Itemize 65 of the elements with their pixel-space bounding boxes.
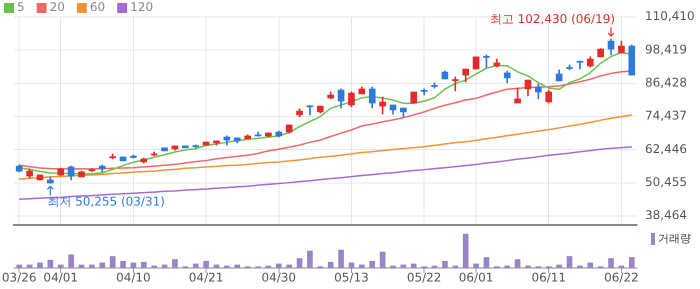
bar bbox=[203, 260, 209, 268]
bar bbox=[99, 262, 106, 268]
bar bbox=[37, 262, 43, 268]
bar bbox=[234, 264, 240, 268]
bar bbox=[214, 264, 220, 268]
bar bbox=[400, 264, 406, 268]
legend-label: 120 bbox=[130, 0, 154, 14]
bar bbox=[473, 264, 479, 268]
bar bbox=[140, 262, 147, 268]
bar bbox=[587, 262, 594, 268]
bar bbox=[556, 264, 562, 268]
bar bbox=[359, 264, 365, 268]
bar bbox=[276, 264, 282, 268]
annotation: 최저 50,255 (03/31) bbox=[47, 194, 165, 208]
bar bbox=[192, 264, 199, 268]
bar bbox=[58, 264, 64, 268]
bar bbox=[410, 264, 417, 268]
legend-label: 20 bbox=[50, 0, 65, 14]
legend-label: 거래량 bbox=[658, 232, 691, 245]
bar bbox=[286, 264, 292, 268]
bar bbox=[348, 262, 354, 268]
x-tick-label: 03/26 bbox=[2, 270, 36, 284]
y-tick-label: 110,410 bbox=[645, 9, 695, 24]
x-tick-label: 06/22 bbox=[604, 270, 639, 284]
bar bbox=[628, 257, 635, 268]
bar bbox=[110, 256, 116, 268]
bar bbox=[380, 252, 386, 268]
bar bbox=[307, 250, 313, 268]
legend-label: 5 bbox=[17, 0, 25, 14]
y-tick-label: 50,455 bbox=[645, 174, 687, 189]
bar bbox=[162, 264, 168, 268]
bar bbox=[514, 259, 520, 268]
y-tick-label: 98,419 bbox=[645, 42, 687, 56]
x-tick-label: 06/11 bbox=[531, 270, 566, 284]
bar bbox=[78, 264, 84, 268]
bar bbox=[296, 258, 302, 268]
bar bbox=[369, 260, 376, 268]
y-tick-label: 62,446 bbox=[645, 142, 687, 156]
bar bbox=[608, 258, 614, 268]
bar bbox=[338, 250, 344, 268]
bar bbox=[462, 234, 469, 268]
x-tick-label: 04/30 bbox=[261, 270, 296, 284]
annotation: 최고 102,430 (06/19) bbox=[490, 12, 616, 26]
bar bbox=[172, 259, 178, 268]
x-tick-label: 04/21 bbox=[188, 270, 224, 284]
bar bbox=[89, 264, 95, 268]
y-tick-label: 74,437 bbox=[645, 108, 687, 123]
legend-label: 60 bbox=[90, 0, 106, 14]
bar bbox=[120, 260, 126, 268]
x-tick-label: 05/22 bbox=[406, 270, 442, 284]
x-tick-label: 04/10 bbox=[116, 270, 151, 284]
bar bbox=[48, 260, 54, 268]
bar bbox=[130, 262, 136, 268]
x-tick-label: 06/01 bbox=[458, 270, 494, 284]
bar bbox=[566, 256, 572, 268]
bar bbox=[26, 264, 32, 268]
x-tick-label: 05/13 bbox=[334, 270, 369, 284]
bar bbox=[484, 257, 490, 268]
y-tick-label: 38,464 bbox=[645, 208, 687, 222]
y-tick-label: 86,428 bbox=[645, 75, 687, 90]
x-tick-label: 04/01 bbox=[43, 270, 78, 284]
bar bbox=[68, 254, 74, 268]
bar bbox=[328, 262, 334, 268]
bar bbox=[16, 264, 22, 268]
bar bbox=[442, 260, 448, 268]
